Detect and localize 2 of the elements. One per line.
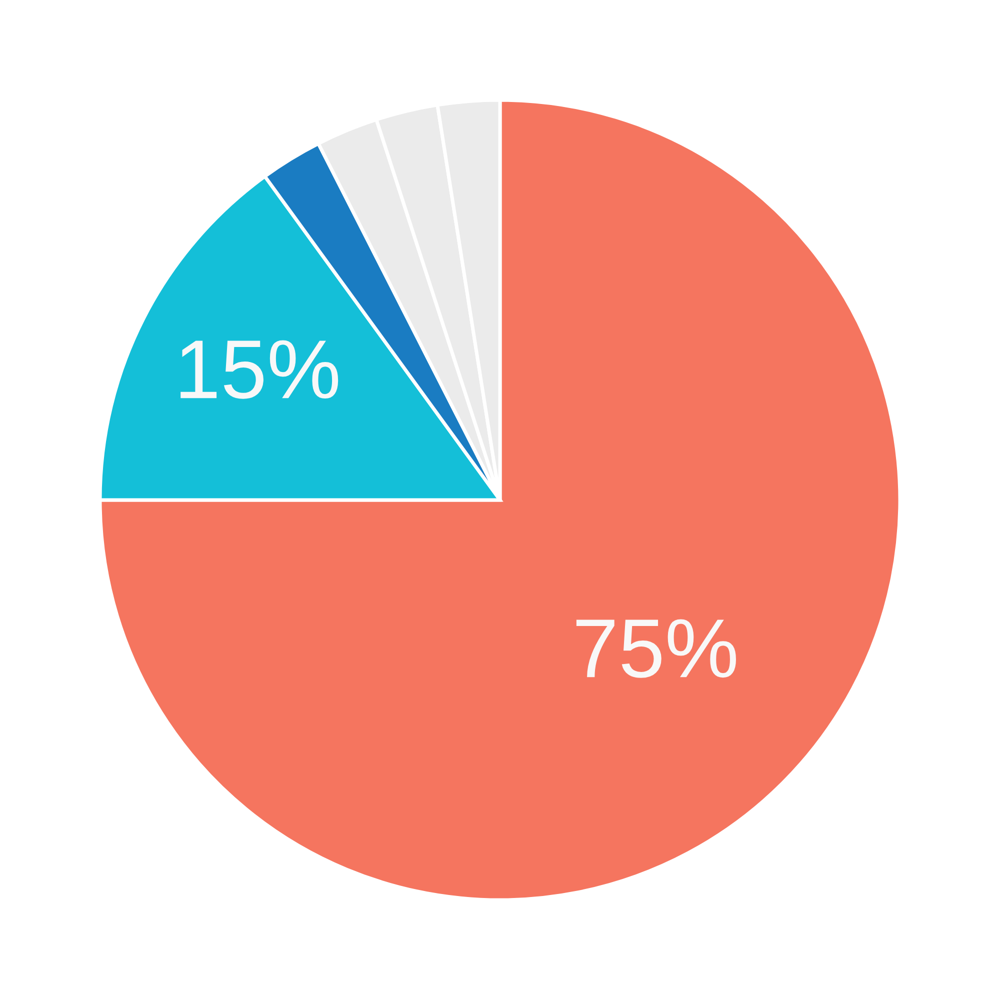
data-label: 75% (576, 619, 736, 678)
data-label: 15% (180, 340, 338, 399)
